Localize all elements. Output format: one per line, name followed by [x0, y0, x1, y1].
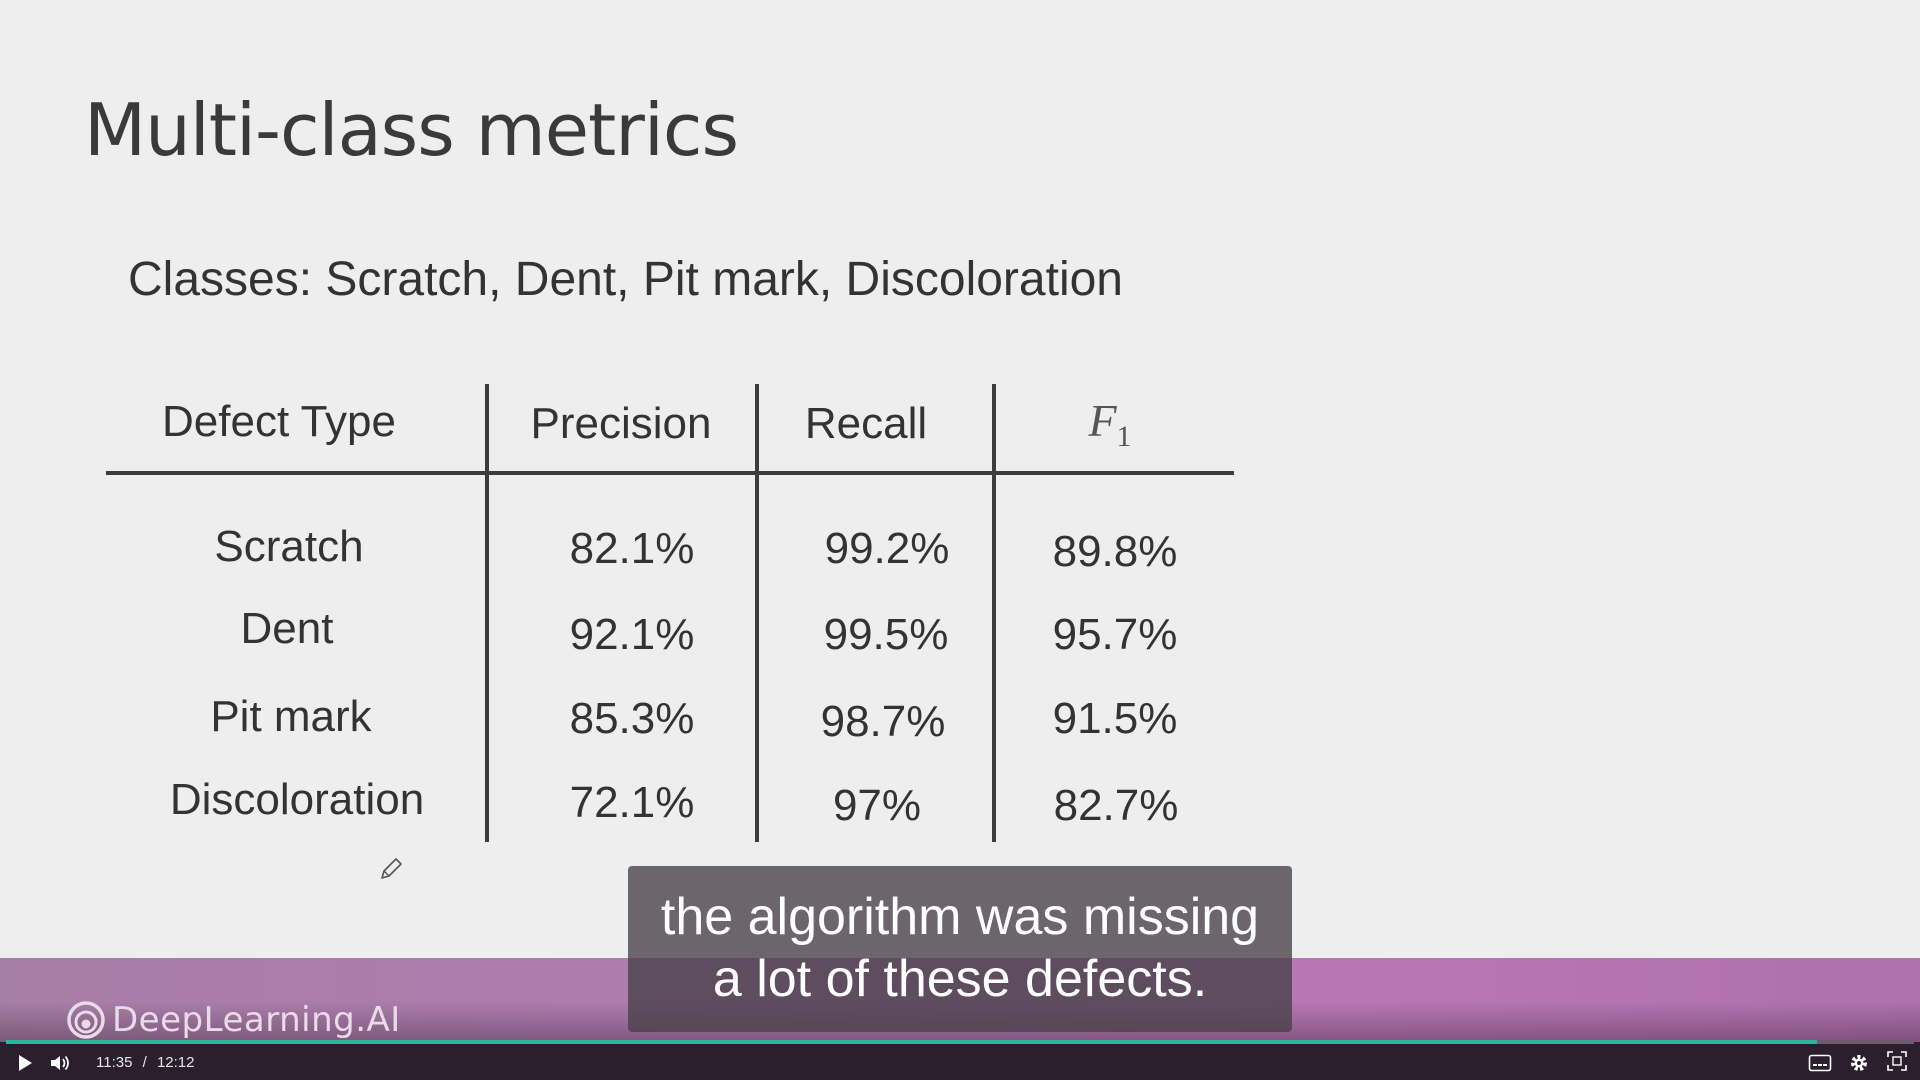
cell-precision: 92.1% — [569, 610, 695, 659]
header-f1: F1 — [1088, 395, 1132, 453]
progress-bar[interactable] — [6, 1040, 1914, 1044]
caption-line: the algorithm was missing — [660, 888, 1260, 946]
header-precision: Precision — [530, 399, 712, 448]
cell-recall: 99.5% — [823, 610, 949, 659]
cell-type: Pit mark — [210, 692, 372, 741]
header-rule — [106, 471, 1234, 475]
deeplearning-logo-icon — [67, 1001, 105, 1039]
pen-icon — [381, 858, 402, 879]
header-defect-type: Defect Type — [162, 397, 396, 446]
cell-f1: 89.8% — [1052, 527, 1178, 576]
cell-type: Scratch — [214, 522, 364, 571]
column-divider — [992, 384, 996, 842]
cell-precision: 72.1% — [569, 778, 695, 827]
slide-title: Multi-class metrics — [84, 88, 739, 172]
cell-recall: 97% — [832, 781, 922, 830]
captions-icon[interactable] — [1808, 1054, 1832, 1072]
cell-f1: 82.7% — [1053, 781, 1179, 830]
cell-f1: 91.5% — [1052, 694, 1178, 743]
cell-recall: 99.2% — [824, 524, 950, 573]
column-divider — [485, 384, 489, 842]
subtitle-caption: the algorithm was missing a lot of these… — [628, 866, 1292, 1032]
time-display: 11:35 / 12:12 — [96, 1054, 195, 1071]
settings-icon[interactable] — [1848, 1052, 1870, 1074]
caption-line: a lot of these defects. — [712, 950, 1208, 1008]
play-icon[interactable] — [14, 1052, 36, 1074]
cell-precision: 85.3% — [569, 694, 695, 743]
player-controls-bar — [0, 1042, 1920, 1080]
volume-icon[interactable] — [48, 1052, 72, 1074]
fullscreen-icon[interactable] — [1886, 1050, 1908, 1072]
branding-logo: DeepLearning.AI — [66, 1000, 401, 1040]
current-time: 11:35 — [96, 1054, 133, 1071]
time-separator: / — [142, 1054, 147, 1071]
cell-recall: 98.7% — [820, 697, 946, 746]
column-divider — [755, 384, 759, 842]
header-recall: Recall — [804, 399, 928, 448]
slide-subtitle: Classes: Scratch, Dent, Pit mark, Discol… — [128, 253, 1123, 306]
cell-f1: 95.7% — [1052, 610, 1178, 659]
progress-fill — [6, 1040, 1817, 1044]
cell-precision: 82.1% — [569, 524, 695, 573]
cell-type: Dent — [240, 604, 334, 653]
cell-type: Discoloration — [169, 775, 425, 824]
branding-text: DeepLearning.AI — [112, 1000, 401, 1040]
duration: 12:12 — [156, 1054, 195, 1071]
